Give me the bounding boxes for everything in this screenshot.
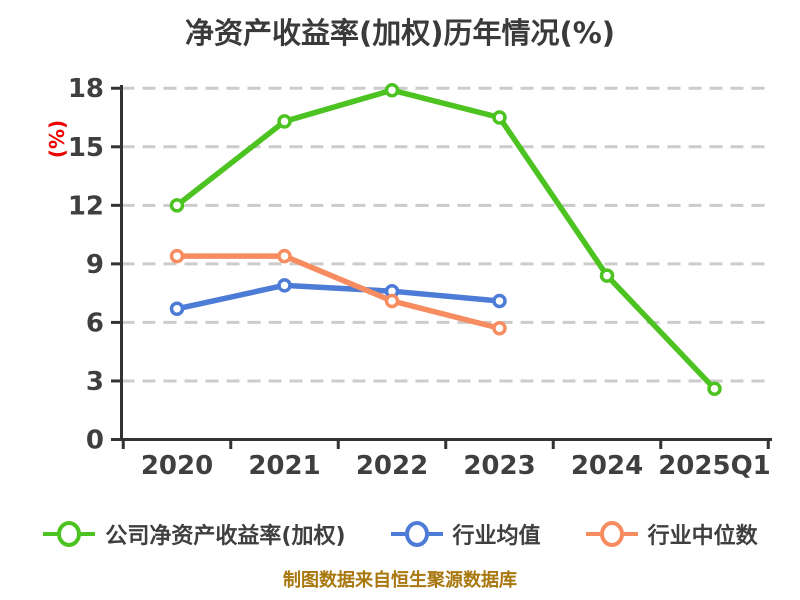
series-1-point	[169, 301, 185, 317]
legend: 公司净资产收益率(加权) 行业均值 行业中位数	[0, 518, 800, 550]
series-2-point	[169, 248, 185, 264]
series-0-point	[492, 110, 507, 125]
y-tick-label: 18	[68, 74, 104, 104]
legend-label: 行业中位数	[647, 524, 758, 549]
y-tick-label: 3	[86, 367, 104, 397]
series-2-point	[492, 321, 507, 336]
x-tick-label: 2025Q1	[658, 451, 771, 481]
legend-marker-icon	[43, 521, 96, 547]
series-0-point	[169, 198, 185, 213]
y-tick-label: 9	[86, 250, 104, 280]
series-1-point	[277, 278, 292, 293]
legend-label: 行业均值	[452, 524, 541, 549]
legend-label: 公司净资产收益率(加权)	[105, 524, 346, 549]
series-0-point	[277, 114, 292, 129]
footer-note: 制图数据来自恒生聚源数据库	[283, 570, 517, 591]
x-tick-label: 2020	[141, 451, 213, 481]
x-tick-label: 2021	[248, 451, 320, 481]
series-line-1	[174, 282, 503, 312]
legend-marker-circle	[599, 521, 624, 547]
y-tick-label: 12	[68, 191, 104, 221]
series-0-point	[599, 268, 615, 283]
series-line-0	[174, 87, 718, 392]
legend-marker-circle	[57, 521, 82, 547]
series-2-point	[384, 293, 400, 309]
chart-title: 净资产收益率(加权)历年情况(%)	[184, 16, 616, 50]
legend-item-2: 行业中位数	[585, 518, 758, 550]
x-tick-label: 2023	[463, 451, 535, 481]
legend-marker-icon	[390, 521, 443, 547]
series-line-2	[174, 253, 503, 332]
y-tick-label: 15	[68, 133, 104, 163]
legend-marker-circle	[404, 521, 429, 547]
series-0-point	[707, 381, 722, 397]
series-1-point	[492, 293, 507, 309]
legend-item-1: 行业均值	[390, 518, 541, 550]
x-tick-label: 2024	[571, 451, 643, 481]
series-0-point	[384, 82, 400, 98]
legend-item-0: 公司净资产收益率(加权)	[42, 518, 346, 550]
x-tick-label: 2022	[356, 451, 428, 481]
series-2-point	[277, 248, 292, 264]
legend-marker-icon	[585, 521, 638, 547]
y-tick-label: 0	[86, 426, 104, 456]
y-tick-label: 6	[86, 308, 104, 338]
